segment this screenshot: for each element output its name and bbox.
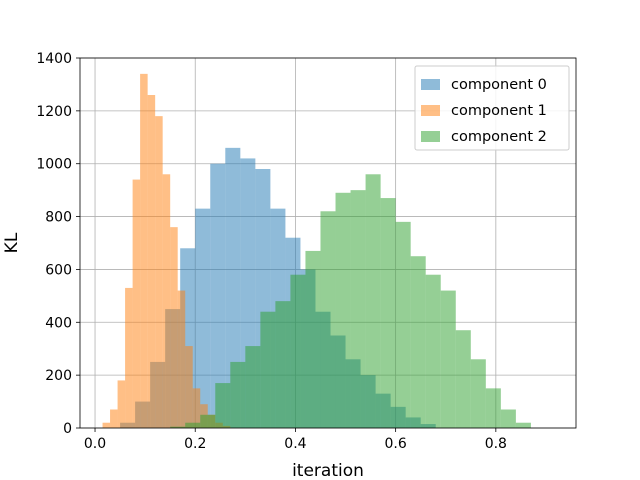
- histogram-bar: [215, 383, 231, 428]
- histogram-bar: [440, 290, 456, 428]
- histogram-bar: [230, 361, 246, 428]
- legend-swatch: [421, 131, 440, 142]
- histogram-bar: [380, 198, 396, 428]
- legend-swatch: [421, 105, 440, 116]
- y-axis-ticks: 0 200 400 600 800 1000 1200 1400: [36, 51, 80, 437]
- y-tick-label: 1000: [36, 157, 72, 173]
- histogram-bar: [200, 414, 216, 428]
- x-tick-label: 0.0: [84, 436, 106, 452]
- plot-frame: [79, 57, 577, 429]
- histogram-bar: [170, 227, 178, 428]
- histogram-bar: [210, 163, 226, 428]
- histogram-bar: [245, 346, 261, 428]
- legend-label: component 0: [451, 77, 547, 93]
- legend-box: [414, 65, 570, 151]
- histogram-bar: [515, 422, 531, 428]
- histogram-bar: [185, 346, 193, 428]
- x-tick-label: 0.8: [485, 436, 507, 452]
- series-2-bars: [170, 174, 531, 428]
- histogram-bar: [410, 256, 426, 428]
- x-tick-label: 0.4: [284, 436, 306, 452]
- histogram-bar: [147, 95, 156, 428]
- histogram-bar: [225, 147, 241, 428]
- histogram-bar: [132, 179, 141, 428]
- y-tick-label: 0: [63, 421, 72, 437]
- histogram-bar: [170, 426, 186, 428]
- legend: component 0 component 1 component 2: [414, 65, 570, 151]
- legend-label: component 1: [451, 103, 547, 119]
- histogram-bar: [155, 116, 163, 429]
- x-tick-label: 0.6: [385, 436, 407, 452]
- y-tick-label: 200: [45, 368, 72, 384]
- histogram-bar: [260, 311, 276, 428]
- histogram-bar: [195, 208, 211, 428]
- x-axis-label: iteration: [292, 461, 364, 480]
- histogram-bar: [320, 211, 336, 428]
- y-tick-label: 600: [45, 262, 72, 278]
- histogram-bar: [140, 73, 148, 428]
- histogram-bar: [102, 422, 111, 428]
- y-tick-label: 800: [45, 210, 72, 226]
- histogram-bar: [125, 287, 133, 428]
- histogram-bar: [305, 250, 321, 428]
- y-axis-label: KL: [2, 232, 22, 253]
- histogram-bar: [110, 409, 118, 428]
- histogram-bar: [485, 388, 501, 428]
- histogram-bar: [275, 301, 291, 428]
- histogram-bar: [335, 192, 351, 428]
- histogram-bars: [102, 73, 531, 429]
- histogram-bar: [350, 190, 366, 428]
- histogram-bar: [117, 380, 126, 428]
- x-axis-ticks: 0.0 0.2 0.4 0.6 0.8: [84, 428, 507, 452]
- histogram-bar: [162, 174, 171, 428]
- histogram-bar: [470, 359, 486, 428]
- histogram-bar: [192, 388, 201, 428]
- histogram-bar: [185, 422, 201, 428]
- y-tick-label: 1400: [36, 51, 72, 67]
- legend-label: component 2: [451, 129, 547, 145]
- histogram-bar: [455, 330, 471, 428]
- legend-swatch: [421, 79, 440, 90]
- histogram-bar: [365, 174, 381, 428]
- x-tick-label: 0.2: [184, 436, 206, 452]
- y-tick-label: 400: [45, 315, 72, 331]
- series-1-bars: [102, 73, 231, 429]
- y-tick-label: 1200: [36, 104, 72, 120]
- histogram-bar: [290, 274, 306, 428]
- histogram-bar: [500, 409, 516, 428]
- histogram-bar: [395, 221, 411, 428]
- histogram-bar: [425, 274, 441, 428]
- histogram-bar: [177, 290, 186, 428]
